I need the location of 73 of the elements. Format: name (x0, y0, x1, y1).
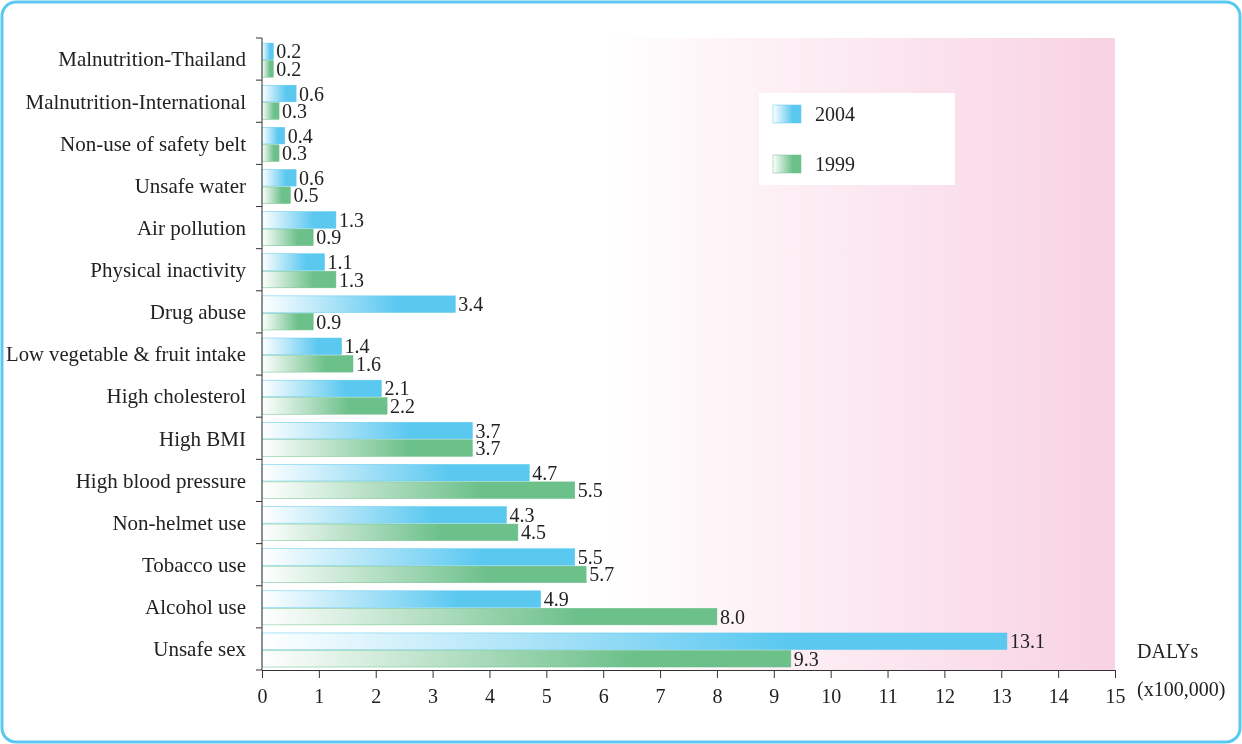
bar (261, 211, 337, 229)
x-tick-label: 7 (655, 685, 666, 707)
x-tick-label: 12 (934, 685, 955, 707)
x-tick-label: 4 (484, 685, 495, 707)
x-tick-label: 5 (541, 685, 552, 707)
x-tick-label: 1 (314, 685, 325, 707)
bar (261, 422, 473, 440)
bar (261, 397, 388, 415)
data-label: 5.5 (577, 479, 603, 502)
y-tick-label: Tobacco use (141, 553, 246, 578)
bar (261, 186, 291, 204)
x-tick-label: 0 (257, 685, 268, 707)
bar (261, 60, 274, 78)
bar (261, 379, 382, 397)
y-tick-label: Physical inactivity (90, 258, 247, 283)
y-tick-label: High BMI (159, 426, 246, 451)
bar (261, 144, 280, 162)
bar (261, 506, 507, 524)
x-tick-label: 3 (428, 685, 439, 707)
bar (261, 253, 325, 271)
x-tick-label: 11 (878, 685, 898, 707)
y-tick-label: High cholesterol (106, 384, 247, 409)
bar (261, 295, 456, 313)
x-tick-label: 6 (598, 685, 609, 707)
bar (261, 228, 314, 246)
data-label: 8.0 (719, 605, 745, 628)
data-label: 4.9 (543, 588, 569, 611)
y-tick-label: Unsafe sex (153, 637, 247, 662)
data-label: 4.7 (532, 461, 558, 484)
y-tick-label: Alcohol use (145, 595, 246, 620)
bar (261, 464, 530, 482)
legend-label: 2004 (815, 103, 855, 125)
bar (261, 313, 314, 331)
data-label: 0.6 (299, 82, 325, 105)
y-tick-label: Unsafe water (134, 173, 246, 198)
x-tick-label: 15 (1105, 685, 1126, 707)
x-axis-title: DALYs (x100,000) (1137, 640, 1226, 701)
data-label: 3.4 (458, 293, 484, 316)
y-tick-label: Non-helmet use (112, 510, 246, 535)
bar (261, 102, 280, 120)
x-tick-label: 10 (821, 685, 842, 707)
data-label: 9.3 (793, 647, 819, 670)
bar (261, 523, 519, 541)
legend-label: 1999 (815, 153, 855, 175)
x-tick-label: 9 (769, 685, 780, 707)
y-tick-label: Low vegetable & fruit intake (6, 342, 250, 367)
bar (261, 127, 285, 145)
y-tick-label: Non-use of safety belt (59, 131, 247, 156)
bar (261, 270, 337, 289)
bar (261, 337, 342, 355)
bar (261, 84, 297, 103)
y-tick-label: Air pollution (136, 215, 247, 240)
bar (261, 481, 576, 499)
y-tick-label: Malnutrition-Thailand (58, 47, 247, 72)
bar (261, 439, 473, 457)
bar (261, 169, 297, 187)
bar (261, 632, 1008, 650)
bar (261, 42, 274, 60)
bar (261, 608, 718, 626)
bar (261, 650, 792, 668)
data-label: 13.1 (1009, 630, 1045, 653)
bar (261, 355, 354, 373)
bar (261, 565, 587, 583)
x-tick-label: 13 (991, 685, 1012, 707)
y-tick-label: High blood pressure (75, 468, 246, 493)
y-tick-label: Malnutrition-International (25, 89, 247, 114)
x-tick-label: 8 (712, 685, 723, 707)
bar (261, 590, 541, 608)
data-label: 0.9 (316, 310, 342, 333)
x-tick-label: 2 (371, 685, 382, 707)
x-tick-label: 14 (1048, 685, 1069, 707)
y-tick-label: Drug abuse (149, 300, 246, 325)
bar (261, 548, 576, 566)
